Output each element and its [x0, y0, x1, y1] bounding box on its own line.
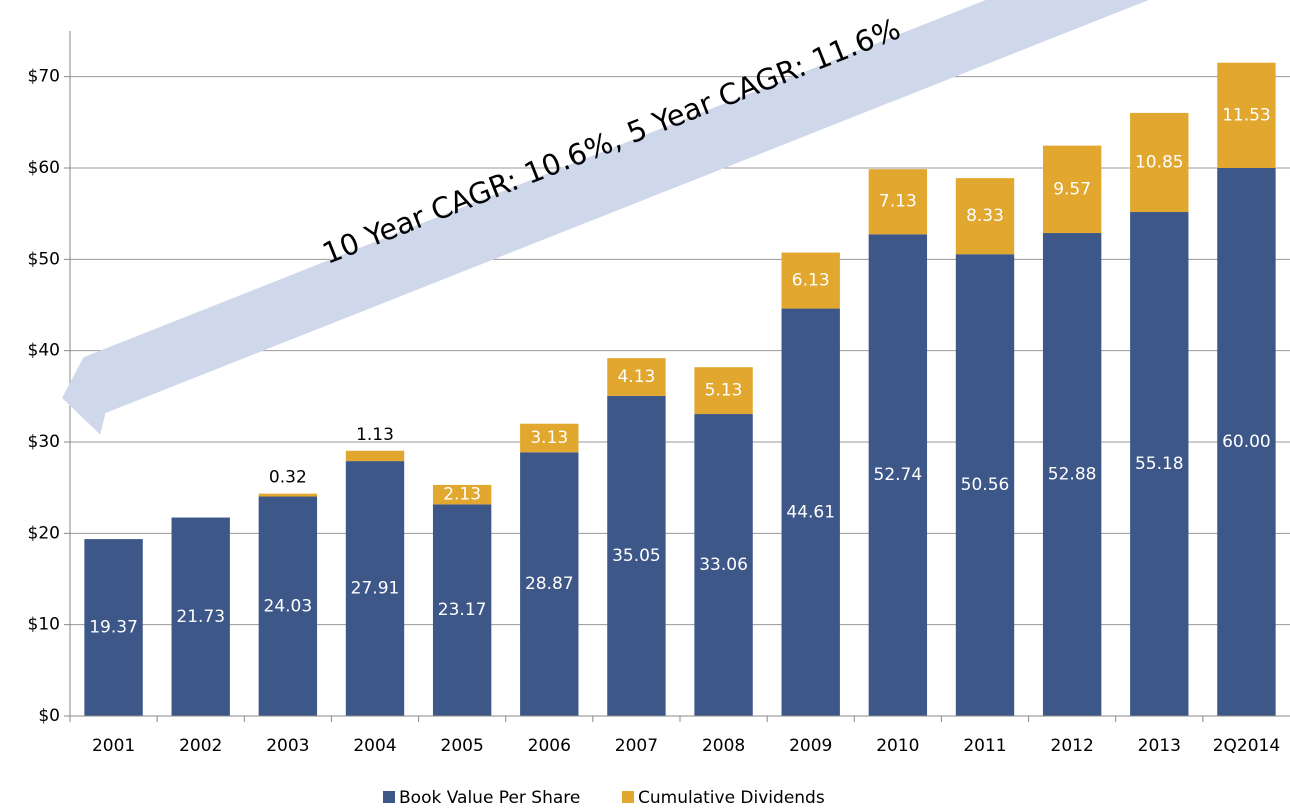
- legend-label: Cumulative Dividends: [638, 788, 825, 808]
- bar-segment: [345, 450, 405, 462]
- x-tick-label: 2013: [1138, 736, 1181, 756]
- cagr-annotation: 10 Year CAGR: 10.6%, 5 Year CAGR: 11.6%: [318, 12, 905, 271]
- x-tick-label: 2006: [528, 736, 571, 756]
- y-tick-label: $50: [28, 249, 60, 269]
- bar-segment: [607, 358, 666, 396]
- data-label: 11.53: [1222, 105, 1271, 125]
- bar-segment: [171, 517, 230, 716]
- bar-segment: [258, 496, 318, 716]
- legend-label: Book Value Per Share: [399, 788, 580, 808]
- legend-swatch: [383, 791, 395, 803]
- data-label: 6.13: [792, 271, 830, 291]
- x-tick-label: 2Q2014: [1213, 736, 1280, 756]
- data-label: 1.13: [356, 425, 394, 445]
- bar-segment: [1130, 212, 1189, 717]
- data-label: 44.61: [786, 502, 835, 522]
- data-label: 24.03: [264, 596, 313, 616]
- data-label: 35.05: [612, 546, 661, 566]
- arrow-shape: [62, 0, 1282, 435]
- bar-segment: [432, 484, 492, 505]
- data-label: 23.17: [438, 600, 487, 620]
- y-tick-label: $30: [28, 432, 60, 452]
- data-label: 0.32: [269, 468, 307, 488]
- bar-segment: [84, 539, 143, 716]
- y-tick-label: $0: [38, 706, 60, 726]
- x-tick-label: 2009: [789, 736, 832, 756]
- data-label: 27.91: [351, 579, 400, 599]
- x-tick-label: 2007: [615, 736, 658, 756]
- bar-segment: [1130, 112, 1189, 213]
- bar-segment: [607, 395, 666, 716]
- data-label: 3.13: [530, 428, 568, 448]
- x-tick-label: 2012: [1051, 736, 1094, 756]
- bar-segment: [868, 169, 928, 235]
- data-label: 33.06: [699, 555, 748, 575]
- data-label: 2.13: [443, 485, 481, 505]
- bar-segment: [258, 493, 318, 497]
- bar-segment: [345, 461, 405, 716]
- bar-segment: [520, 452, 579, 716]
- x-tick-label: 2005: [441, 736, 484, 756]
- bar-segment: [1042, 145, 1102, 234]
- data-label: 50.56: [961, 475, 1010, 495]
- y-tick-label: $40: [28, 341, 60, 361]
- data-label: 9.57: [1053, 179, 1091, 199]
- x-tick-label: 2002: [179, 736, 222, 756]
- legend-swatch: [622, 791, 634, 803]
- x-tick-label: 2008: [702, 736, 745, 756]
- data-label: 10.85: [1135, 152, 1184, 172]
- bar-segment: [781, 308, 840, 716]
- data-label: 5.13: [705, 381, 743, 401]
- x-tick-label: 2001: [92, 736, 135, 756]
- x-tick-label: 2004: [353, 736, 396, 756]
- x-tick-label: 2003: [266, 736, 309, 756]
- bar-segment: [955, 254, 1015, 716]
- bar-segment: [781, 252, 840, 309]
- data-label: 8.33: [966, 206, 1004, 226]
- bar-segment: [868, 234, 928, 717]
- bar-segment: [520, 423, 579, 453]
- data-label: 52.88: [1048, 465, 1097, 485]
- y-tick-label: $20: [28, 523, 60, 543]
- y-tick-label: $70: [28, 67, 60, 87]
- data-label: 28.87: [525, 574, 574, 594]
- x-tick-label: 2011: [963, 736, 1006, 756]
- data-label: 55.18: [1135, 454, 1184, 474]
- bar-segment: [694, 367, 753, 415]
- bar-segment: [1217, 62, 1276, 168]
- y-tick-label: $60: [28, 158, 60, 178]
- data-label: 7.13: [879, 192, 917, 212]
- cagr-arrow: [62, 0, 1282, 435]
- bar-segment: [1217, 168, 1276, 716]
- data-label: 4.13: [617, 367, 655, 387]
- data-label: 52.74: [874, 465, 923, 485]
- y-tick-label: $10: [28, 615, 60, 635]
- bar-segment: [694, 414, 753, 716]
- bar-segment: [955, 178, 1015, 255]
- data-label: 60.00: [1222, 432, 1271, 452]
- bar-segment: [432, 504, 492, 716]
- plot: $0 $10 $20 $30 $40 $50 $60 $70 2001 19.37 2002 21.7…: [28, 31, 1290, 808]
- data-label: 21.73: [176, 607, 225, 627]
- bar-segment: [1042, 233, 1102, 716]
- data-label: 19.37: [89, 618, 138, 638]
- x-tick-label: 2010: [876, 736, 919, 756]
